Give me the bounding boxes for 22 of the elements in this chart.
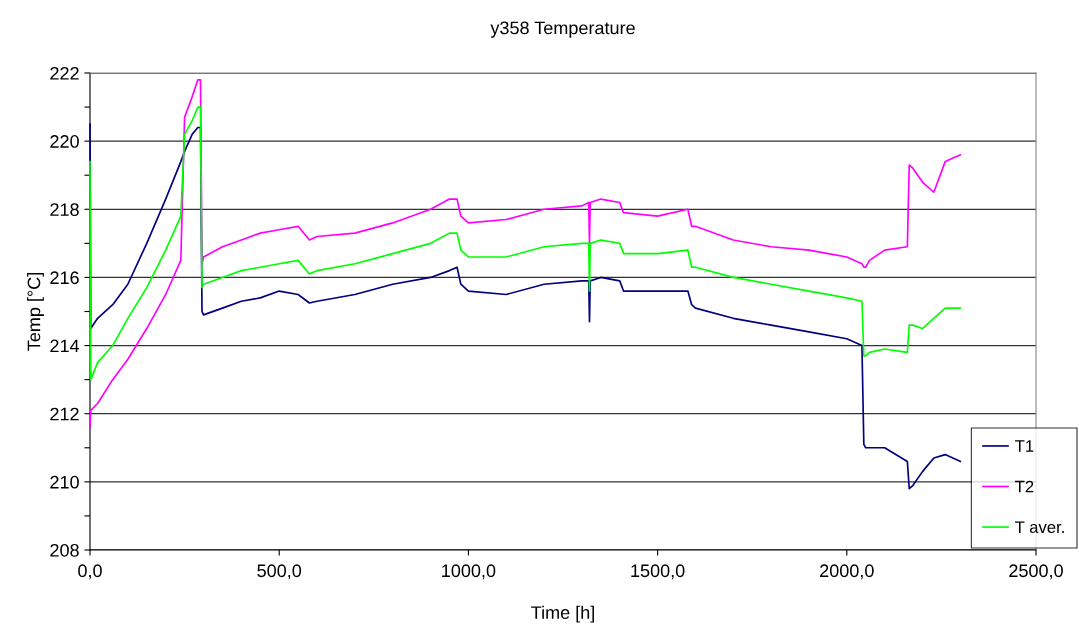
x-tick-label: 1000,0: [442, 564, 496, 580]
x-axis-title: Time [h]: [531, 605, 594, 623]
y-tick-label: 222: [50, 66, 79, 80]
legend-label: T2: [1015, 480, 1034, 493]
x-tick-label: 2000,0: [820, 564, 874, 580]
legend-label: T aver.: [1015, 521, 1064, 534]
x-tick-label: 1500,0: [631, 564, 685, 580]
x-tick-label: 2500,0: [1009, 564, 1063, 580]
chart-title: y358 Temperature: [490, 21, 635, 38]
y-tick-label: 212: [50, 407, 79, 421]
y-tick-label: 214: [50, 339, 80, 353]
line-series: [89, 106, 962, 381]
y-tick-label: 210: [50, 475, 79, 489]
y-axis-title: Temp [°C]: [27, 273, 44, 351]
x-tick-label: 500,0: [257, 564, 302, 580]
line-series: [89, 78, 962, 429]
legend-label: T1: [1015, 440, 1034, 452]
y-tick-label: 218: [50, 203, 79, 217]
y-tick-label: 216: [50, 271, 79, 285]
x-tick-label: 0,0: [78, 564, 102, 580]
y-tick-label: 208: [50, 543, 79, 557]
y-tick-label: 220: [50, 135, 79, 148]
